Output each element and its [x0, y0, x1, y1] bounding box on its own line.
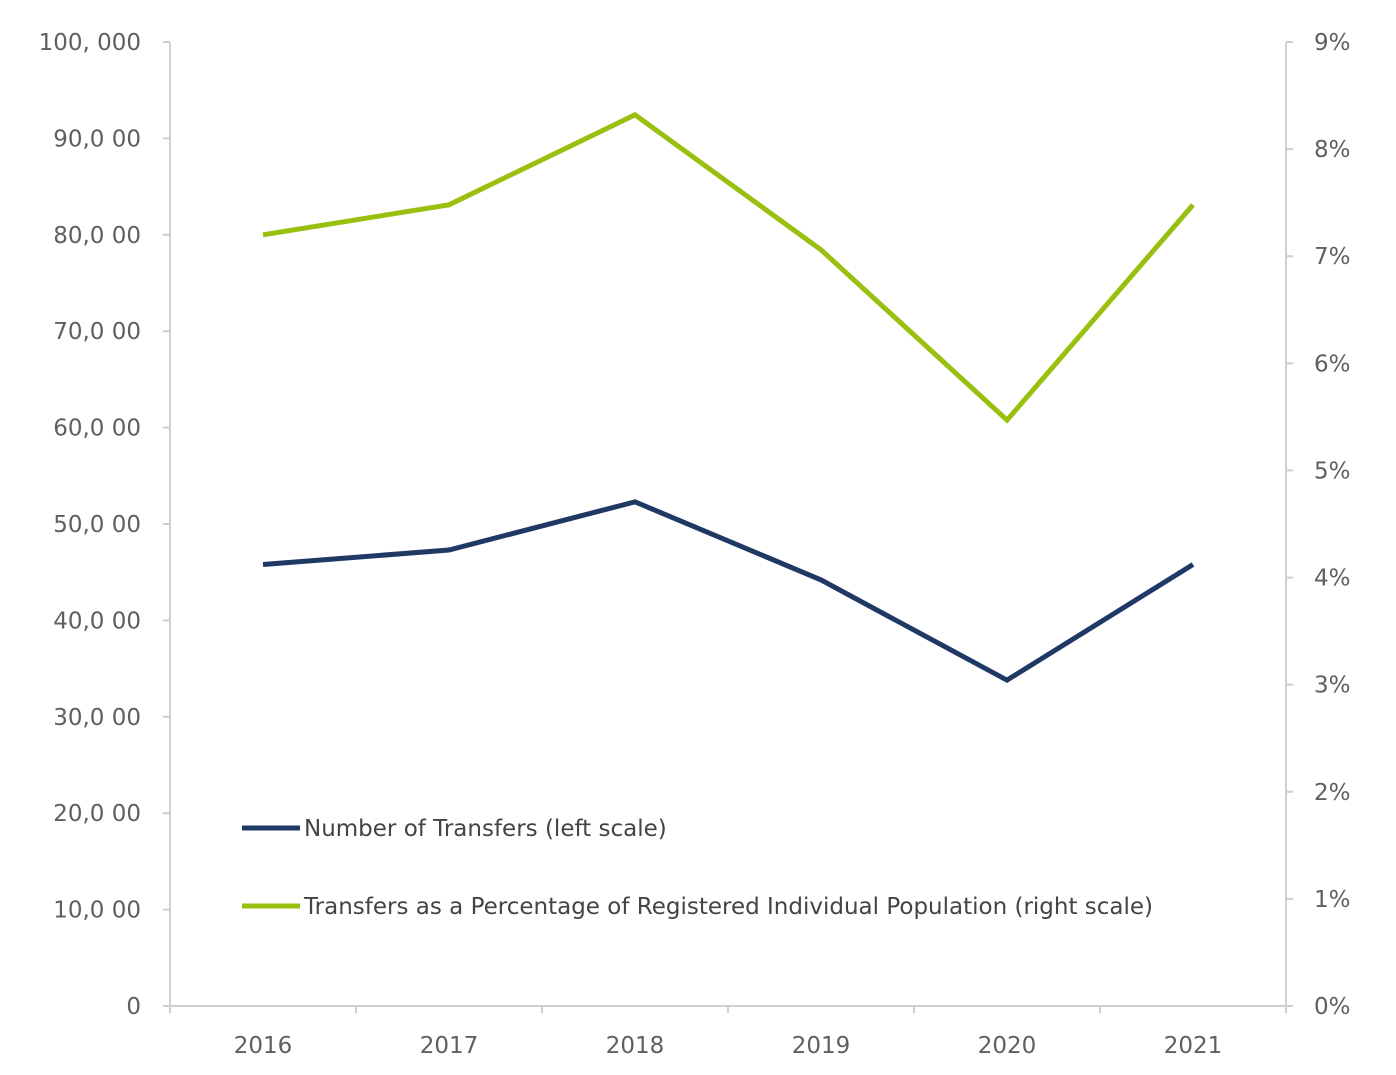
left-y-tick-label: 70,0 00 — [53, 319, 141, 345]
left-y-tick-label: 60,0 00 — [53, 416, 141, 442]
legend: Number of Transfers (left scale) Transfe… — [242, 816, 1153, 920]
right-y-axis-ticks: 0% 1% 2% 3% 4% 5% 6% 7% 8% 9% — [1286, 30, 1351, 1020]
right-y-tick-label: 7% — [1314, 244, 1351, 270]
x-tick-label: 2021 — [1164, 1033, 1223, 1059]
right-y-tick-label: 4% — [1314, 566, 1351, 592]
right-y-tick-label: 3% — [1314, 673, 1351, 699]
x-tick-label: 2018 — [606, 1033, 665, 1059]
legend-label-transfers: Number of Transfers (left scale) — [304, 816, 667, 842]
right-y-tick-label: 1% — [1314, 887, 1351, 913]
left-y-axis-ticks: 0 10,0 00 20,0 00 30,0 00 40,0 00 50,0 00 60,0… — [39, 30, 170, 1020]
legend-item-transfers: Number of Transfers (left scale) — [242, 816, 667, 842]
chart-axes — [169, 42, 1287, 1007]
right-y-tick-label: 8% — [1314, 137, 1351, 163]
x-axis-ticks: 2016 2017 2018 2019 2020 2021 — [169, 1006, 1287, 1059]
left-y-tick-label: 50,0 00 — [53, 512, 141, 538]
series-line-transfers — [262, 499, 1195, 684]
left-y-tick-label: 0 — [126, 994, 141, 1020]
right-y-tick-label: 0% — [1314, 994, 1351, 1020]
x-tick-label: 2019 — [792, 1033, 851, 1059]
right-y-tick-label: 5% — [1314, 458, 1351, 484]
right-y-tick-label: 9% — [1314, 30, 1351, 56]
right-y-tick-label: 6% — [1314, 351, 1351, 377]
x-tick-label: 2016 — [234, 1033, 293, 1059]
left-y-tick-label: 20,0 00 — [53, 801, 141, 827]
x-tick-label: 2017 — [420, 1033, 479, 1059]
left-y-tick-label: 10,0 00 — [53, 898, 141, 924]
left-y-tick-label: 40,0 00 — [53, 608, 141, 634]
legend-item-percentage: Transfers as a Percentage of Registered … — [242, 894, 1153, 920]
x-tick-label: 2020 — [978, 1033, 1037, 1059]
series-line-percentage — [262, 111, 1195, 424]
left-y-tick-label: 100, 000 — [39, 30, 141, 56]
right-y-tick-label: 2% — [1314, 780, 1351, 806]
left-y-tick-label: 90,0 00 — [53, 126, 141, 152]
series-layer — [262, 111, 1195, 684]
left-y-tick-label: 80,0 00 — [53, 223, 141, 249]
legend-label-percentage: Transfers as a Percentage of Registered … — [303, 894, 1153, 920]
left-y-tick-label: 30,0 00 — [53, 705, 141, 731]
